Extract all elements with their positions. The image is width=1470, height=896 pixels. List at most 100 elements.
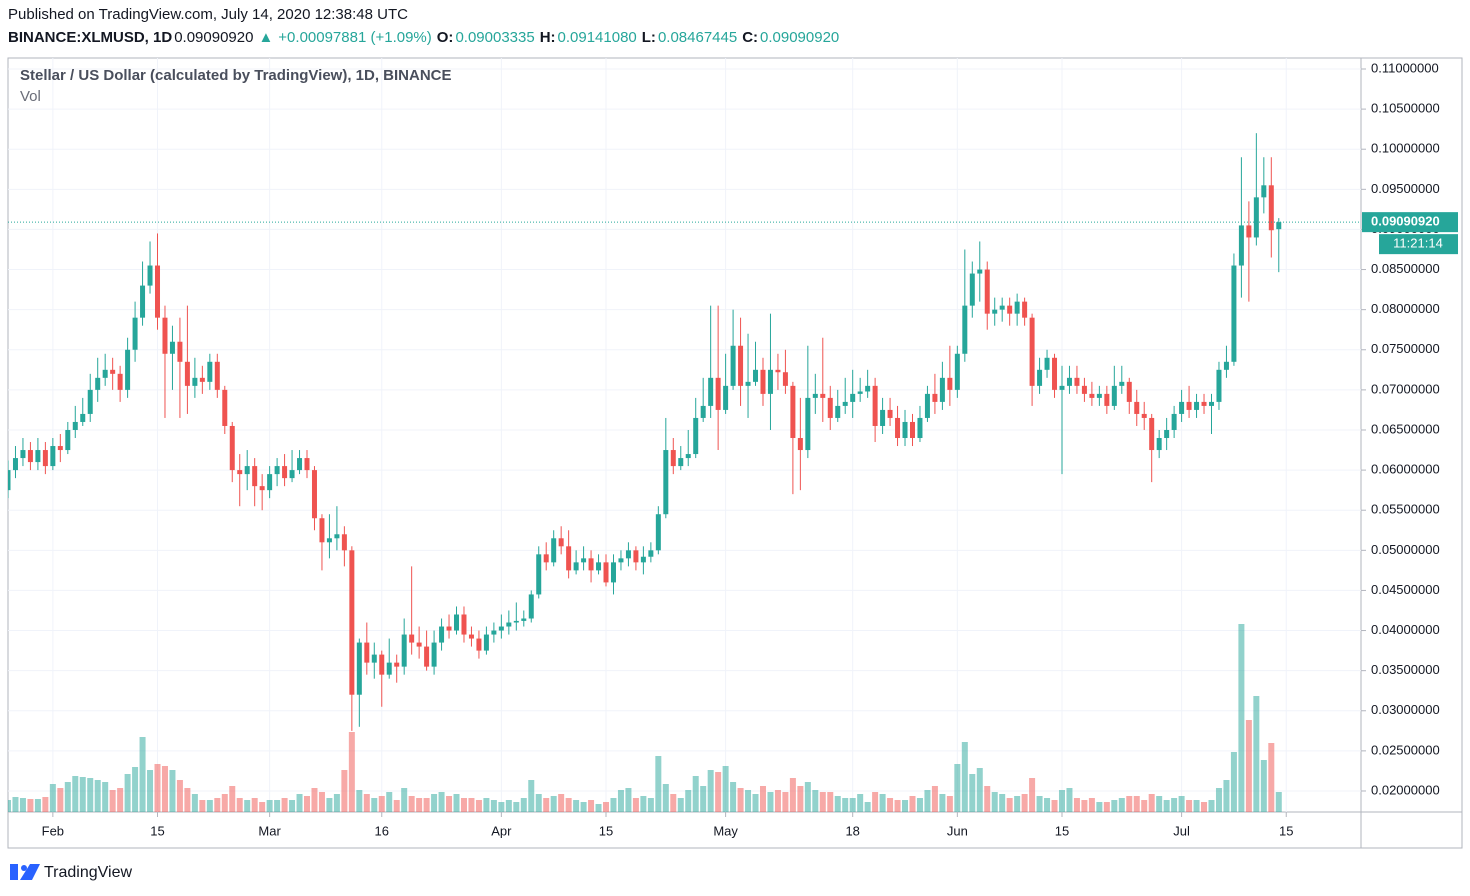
y-tick-label: 0.04000000 — [1371, 622, 1440, 637]
candle-body — [633, 550, 639, 563]
candle-body — [812, 393, 818, 398]
volume-bar — [573, 800, 580, 812]
y-tick-label: 0.07500000 — [1371, 341, 1440, 356]
candle-body — [1268, 185, 1274, 231]
volume-bar — [34, 799, 41, 812]
volume-bar — [341, 770, 348, 812]
volume-bar — [1245, 720, 1252, 812]
candle-body — [670, 450, 676, 467]
candle-body — [87, 389, 93, 414]
candle-body — [341, 534, 347, 551]
volume-bar — [12, 797, 19, 812]
x-tick-label: 16 — [375, 823, 389, 838]
volume-bar — [460, 798, 467, 812]
candle-body — [1194, 401, 1200, 410]
candle-body — [1276, 222, 1282, 230]
volume-bar — [1230, 752, 1237, 812]
plot-area — [8, 133, 1361, 812]
candle-body — [304, 458, 310, 471]
candle-body — [700, 405, 706, 418]
volume-bar — [1193, 800, 1200, 812]
volume-bar — [229, 786, 236, 812]
volume-bar — [1171, 798, 1178, 812]
volume-bar — [916, 798, 923, 812]
volume-bar — [154, 764, 161, 812]
candle-body — [693, 417, 699, 455]
volume-bar — [558, 794, 565, 812]
volume-bar — [767, 792, 774, 812]
candle-body — [274, 466, 280, 475]
candle-body — [551, 538, 557, 563]
y-tick-label: 0.11000000 — [1371, 60, 1439, 75]
volume-bar — [94, 780, 101, 812]
candle-body — [954, 353, 960, 390]
volume-bar — [169, 770, 176, 812]
candle-body — [797, 438, 803, 451]
candle-body — [446, 626, 452, 631]
candle-body — [214, 361, 220, 390]
candle-body — [1022, 301, 1028, 318]
volume-bar — [894, 800, 901, 812]
candle-body — [909, 421, 915, 439]
candle-body — [364, 642, 370, 663]
candle-body — [640, 556, 646, 563]
volume-bar — [722, 766, 729, 812]
candle-body — [117, 373, 123, 390]
candle-body — [917, 417, 923, 439]
candle-body — [95, 377, 101, 390]
volume-bar — [1036, 796, 1043, 812]
volume-bar — [827, 792, 834, 812]
volume-bar — [1021, 794, 1028, 812]
candle-body — [431, 642, 437, 667]
volume-bar — [19, 798, 26, 812]
volume-bar — [1111, 800, 1118, 812]
volume-bar — [543, 798, 550, 812]
candle-body — [805, 397, 811, 451]
volume-bar — [371, 798, 378, 812]
candle-body — [939, 377, 945, 402]
candle-body — [252, 466, 258, 487]
volume-bar — [124, 774, 131, 812]
volume-bar — [513, 802, 520, 812]
candle-body — [947, 377, 953, 390]
volume-bar — [774, 790, 781, 812]
candle-body — [618, 558, 624, 563]
volume-bar — [1051, 800, 1058, 812]
candle-body — [491, 630, 497, 635]
candle-body — [1066, 377, 1072, 386]
volume-bar — [1186, 800, 1193, 812]
x-tick-label: 15 — [1055, 823, 1069, 838]
volume-bar — [386, 792, 393, 812]
candle-body — [625, 550, 631, 559]
volume-bar — [408, 796, 415, 812]
candle-body — [1156, 438, 1162, 451]
candle-body — [461, 614, 467, 635]
candle-body — [1231, 265, 1237, 362]
candle-body — [992, 309, 998, 314]
volume-bar — [311, 788, 318, 812]
volume-bar — [1260, 760, 1267, 812]
candle-body — [850, 393, 856, 402]
countdown: 11:21:14 — [1393, 236, 1443, 251]
volume-bar — [1163, 800, 1170, 812]
candle-body — [147, 265, 153, 286]
y-tick-label: 0.03500000 — [1371, 662, 1440, 677]
candle-body — [1179, 401, 1185, 414]
candle-body — [528, 594, 534, 619]
published-note: Published on TradingView.com, July 14, 2… — [8, 6, 408, 23]
volume-bar — [1253, 696, 1260, 812]
candle-body — [880, 409, 886, 426]
header-segment: L: — [641, 29, 656, 46]
candle-body — [50, 446, 56, 467]
candle-body — [169, 341, 175, 354]
candle-body — [1111, 385, 1117, 406]
candle-body — [42, 450, 48, 467]
volume-bar — [1201, 802, 1208, 812]
volume-bar — [401, 788, 408, 812]
volume-bar — [475, 800, 482, 812]
last-price-box — [1362, 212, 1458, 233]
volume-bar — [1133, 796, 1140, 812]
candle-body — [1149, 417, 1155, 451]
volume-bar — [304, 796, 311, 812]
candle-body — [162, 317, 168, 354]
